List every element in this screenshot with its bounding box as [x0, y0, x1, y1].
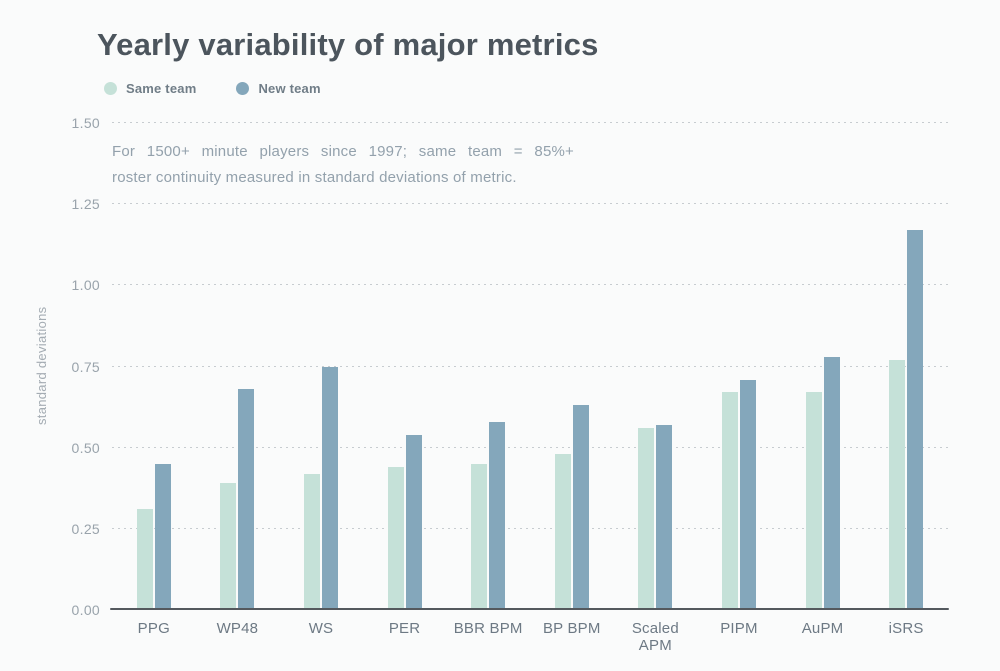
x-label-per: PER: [388, 620, 421, 637]
bar-same-team-pipm: [721, 392, 738, 610]
bar-group-scaled-apm: [614, 123, 698, 610]
annotation-line-2: roster continuity measured in standard d…: [112, 169, 517, 186]
bar-new-team-ppg: [154, 463, 171, 610]
annotation-line-1: For 1500+ minute players since 1997; sam…: [112, 143, 574, 160]
x-label-pipm: PIPM: [720, 620, 758, 637]
y-tick-1.00: 1.00: [71, 277, 100, 294]
gridline-1.25: [112, 203, 948, 205]
y-tick-0.00: 0.00: [71, 602, 100, 618]
x-axis-line: [110, 608, 949, 610]
bar-group-ws: [279, 123, 363, 610]
bar-new-team-isrs: [907, 230, 924, 610]
bar-same-team-scaled-apm: [638, 428, 655, 610]
bars-row: [112, 123, 948, 610]
y-tick-1.50: 1.50: [71, 115, 100, 131]
bar-new-team-bp-bpm: [572, 405, 589, 610]
x-label-bbr-bpm: BBR BPM: [453, 620, 523, 637]
gridline-0.75: [112, 365, 948, 367]
bar-same-team-bbr-bpm: [471, 463, 488, 610]
bar-same-team-ppg: [136, 509, 153, 610]
legend-label-new-team: New team: [258, 81, 321, 96]
x-label-wp48: WP48: [216, 620, 259, 637]
x-label-ws: WS: [308, 620, 334, 637]
gridline-0.25: [112, 527, 948, 529]
legend-item-same-team: Same team: [104, 81, 196, 96]
x-label-isrs: iSRS: [888, 620, 924, 637]
bar-new-team-scaled-apm: [656, 424, 673, 610]
bar-new-team-pipm: [739, 379, 756, 610]
gridline-1.50: [112, 122, 948, 123]
legend-dot-new-team: [236, 82, 250, 95]
y-tick-0.25: 0.25: [71, 520, 100, 537]
bar-new-team-bbr-bpm: [489, 421, 506, 610]
x-label-aupm: AuPM: [801, 620, 844, 637]
x-axis-labels: PPG WP48 WS PER BBR BPM BP BPM Scaled APM PIPM A…: [112, 620, 948, 654]
bar-group-per: [363, 123, 447, 610]
gridline-1.00: [112, 284, 948, 286]
x-label-bp-bpm: BP BPM: [542, 620, 601, 637]
bar-same-team-isrs: [889, 360, 906, 610]
legend-label-same-team: Same team: [126, 81, 197, 96]
bar-group-isrs: [864, 123, 948, 610]
bar-same-team-bp-bpm: [554, 454, 571, 610]
bar-same-team-ws: [303, 473, 320, 610]
x-label-scaled-apm: Scaled APM: [631, 620, 679, 654]
bar-same-team-wp48: [220, 483, 237, 610]
legend-dot-same-team: [104, 82, 117, 95]
plot-area: [112, 122, 948, 610]
bar-new-team-per: [405, 434, 422, 610]
bar-new-team-aupm: [823, 356, 840, 610]
y-tick-0.50: 0.50: [71, 439, 100, 456]
bar-group-wp48: [196, 123, 280, 610]
bar-same-team-aupm: [805, 392, 822, 610]
chart-title: Yearly variability of major metrics: [97, 27, 599, 62]
y-tick-1.25: 1.25: [71, 196, 100, 213]
legend: Same team New team: [104, 81, 321, 96]
y-tick-0.75: 0.75: [71, 358, 100, 375]
bar-new-team-wp48: [238, 389, 255, 610]
bar-group-aupm: [781, 123, 865, 610]
bar-group-pipm: [697, 123, 781, 610]
gridline-0.50: [112, 446, 948, 448]
bar-same-team-per: [387, 467, 404, 610]
chart-annotation: For 1500+ minute players since 1997; sam…: [112, 139, 574, 191]
bar-group-bp-bpm: [530, 123, 614, 610]
x-label-ppg: PPG: [137, 620, 170, 637]
bar-group-ppg: [112, 123, 196, 610]
bar-group-bbr-bpm: [446, 123, 530, 610]
bar-new-team-ws: [321, 366, 338, 610]
legend-item-new-team: New team: [236, 81, 321, 96]
